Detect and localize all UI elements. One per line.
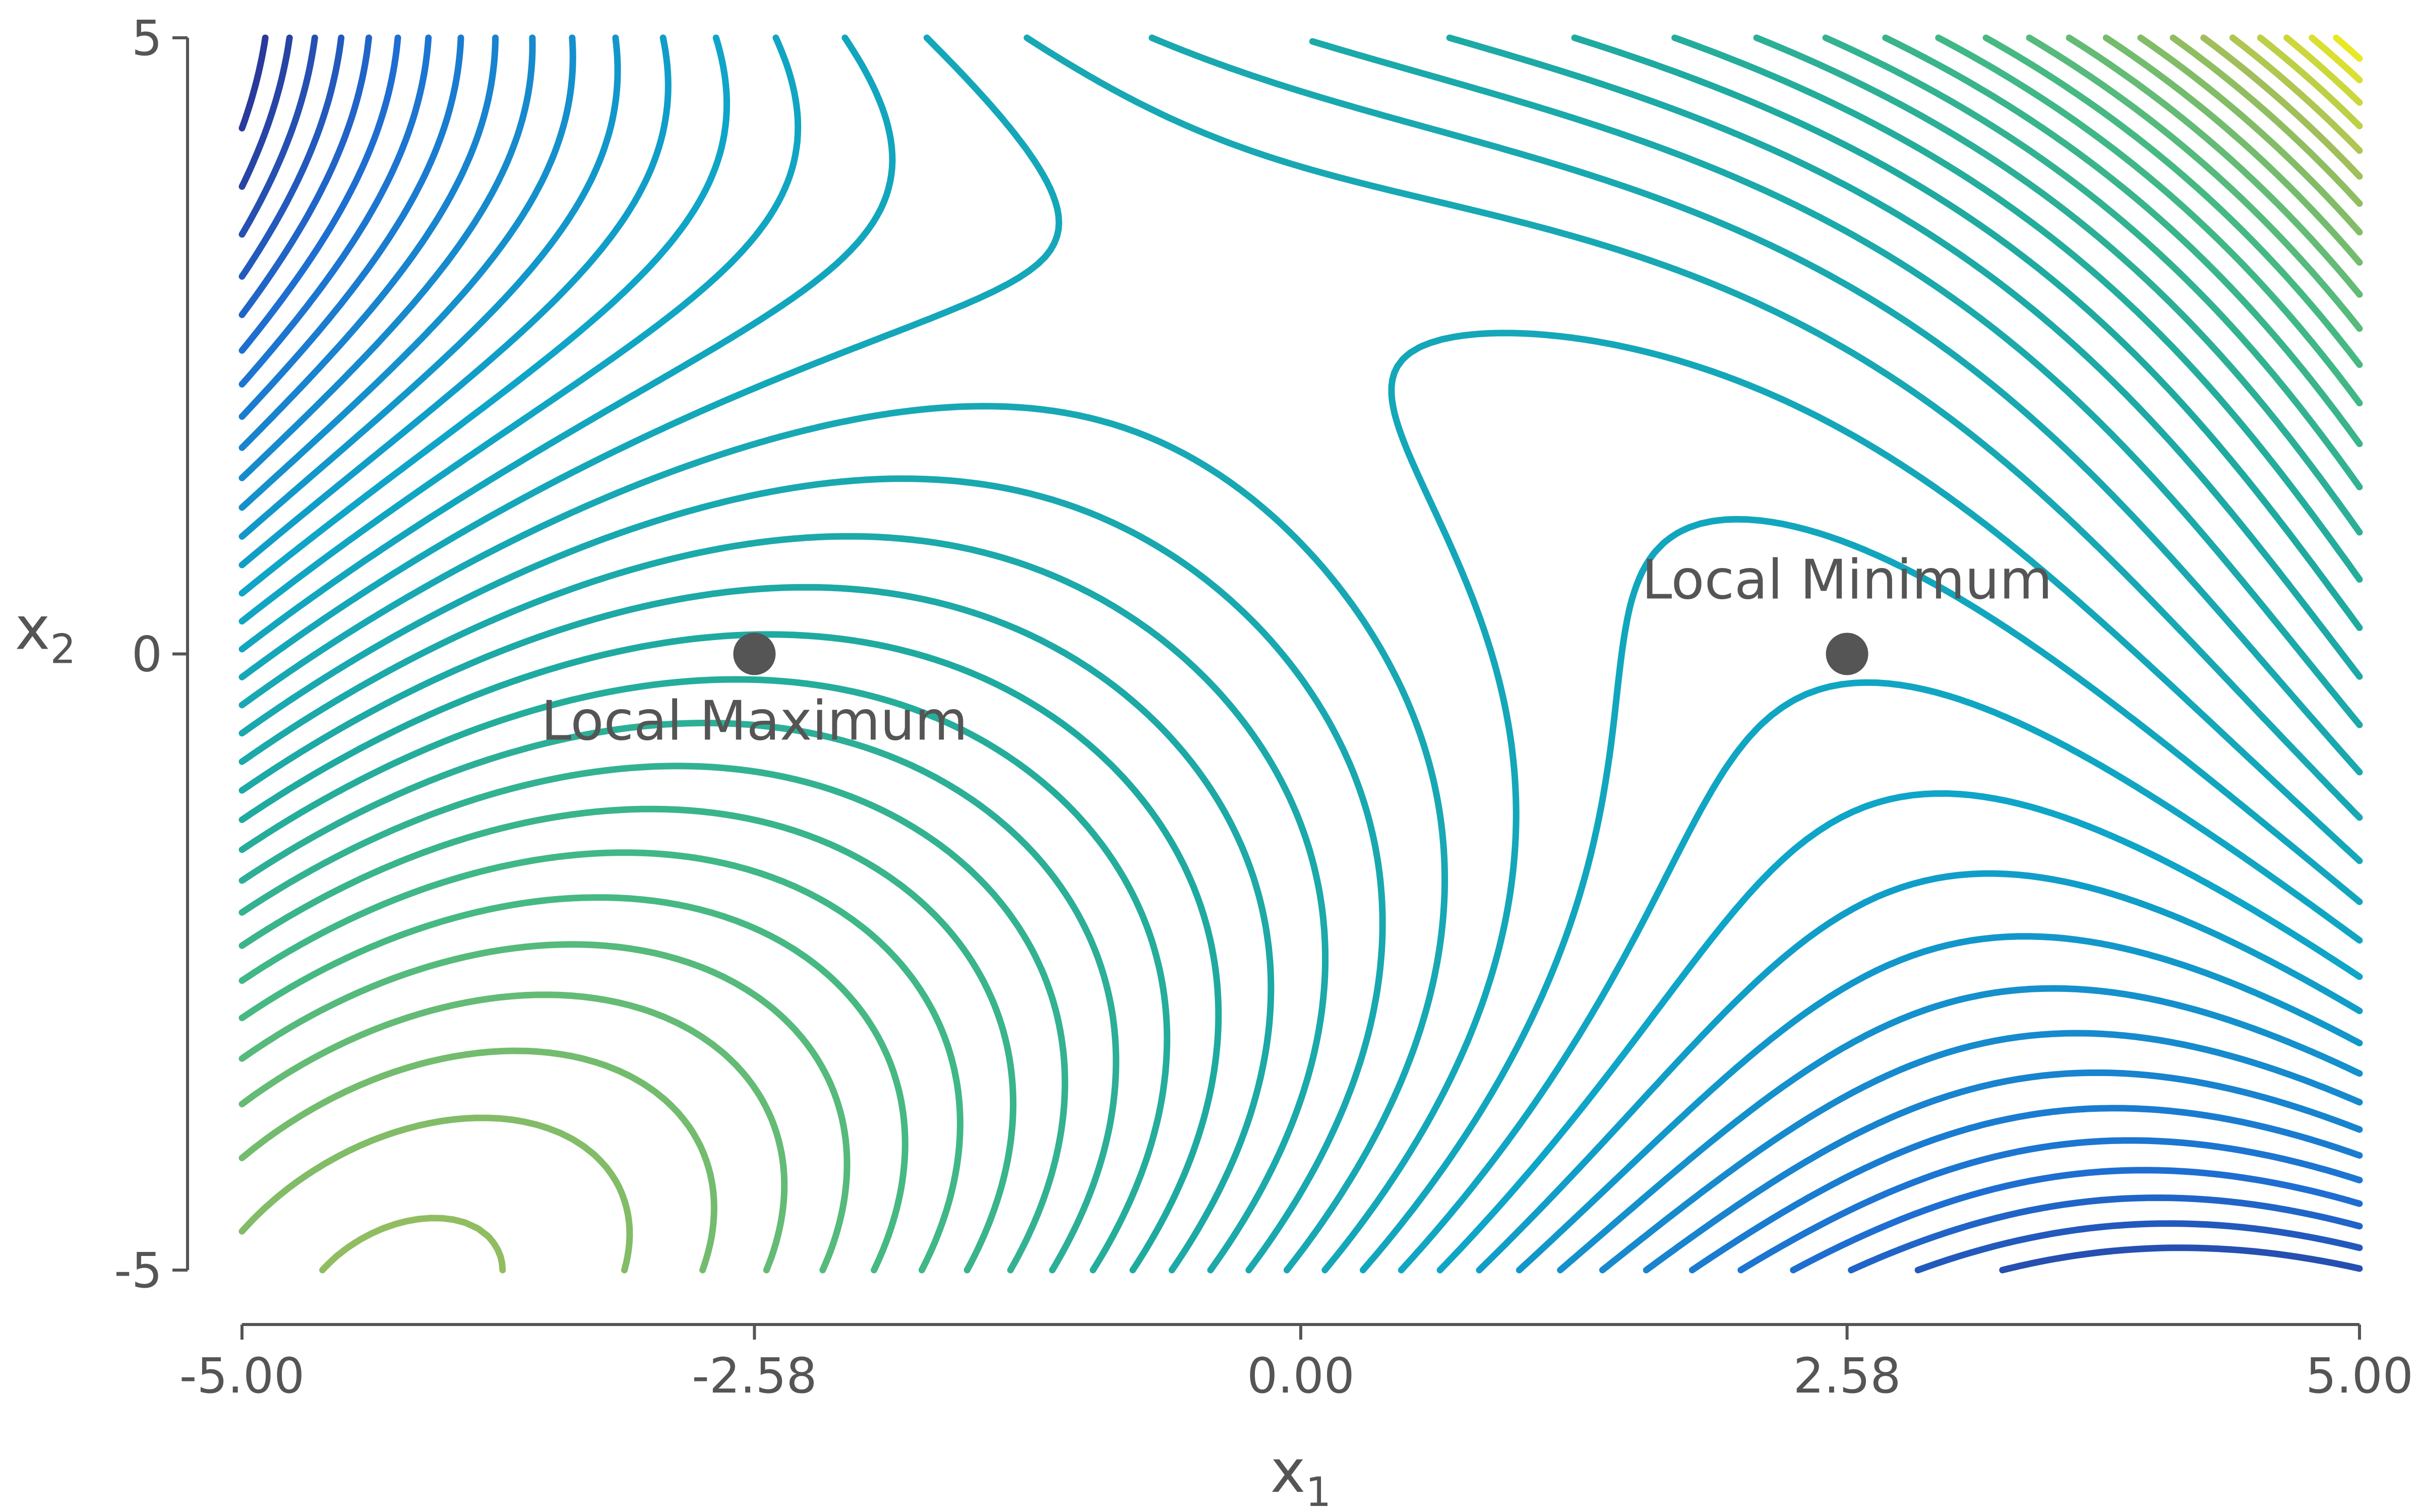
- contour-line: [238, 34, 2363, 1274]
- contour-line: [238, 34, 2363, 1274]
- contour-line: [238, 34, 2363, 1274]
- contour-line: [238, 34, 2363, 1274]
- contour-line: [238, 34, 2363, 1274]
- contour-line: [238, 34, 2363, 1274]
- contour-line: [238, 34, 2363, 1274]
- y-axis-ticks: -5 0 5: [114, 10, 188, 1299]
- contour-line: [238, 34, 2363, 1274]
- contour-line: [2309, 34, 2363, 84]
- contour-line: [238, 34, 2363, 1274]
- contour-line: [238, 34, 2363, 1274]
- x-tick-label: -2.58: [692, 1348, 817, 1404]
- x-axis-label: x1: [1270, 1436, 1332, 1512]
- contour-line: [238, 34, 2363, 1274]
- x-tick-label: 5.00: [2306, 1348, 2413, 1404]
- contour-line: [238, 34, 269, 132]
- contour-line: [238, 34, 2363, 1274]
- contour-line: [238, 34, 2363, 1274]
- y-tick-label: -5: [114, 1242, 162, 1299]
- x-axis-ticks: -5.00 -2.58 0.00 2.58 5.00: [179, 1325, 2413, 1404]
- contour-line: [238, 34, 2363, 1274]
- contour-line: [238, 34, 2363, 1274]
- contour-line: [2333, 34, 2363, 62]
- critical-point-label: Local Maximum: [541, 690, 967, 753]
- contour-line: [238, 34, 293, 190]
- contour-line: [238, 34, 2363, 1274]
- critical-point-label: Local Minimum: [1642, 549, 2052, 612]
- x-tick-label: 2.58: [1793, 1348, 1901, 1404]
- contour-line: [238, 34, 2363, 1274]
- y-axis-label: x2: [15, 594, 76, 673]
- contour-line: [2283, 34, 2363, 106]
- contour-lines: [238, 34, 2363, 1274]
- contour-line: [238, 34, 2363, 1274]
- contour-line: [238, 34, 2363, 1274]
- contour-line: [238, 34, 2363, 1274]
- y-tick-label: 0: [132, 626, 162, 683]
- contour-line: [238, 34, 2363, 1274]
- contour-line: [238, 34, 2363, 1274]
- y-tick-label: 5: [132, 10, 162, 67]
- contour-line: [319, 34, 2363, 1274]
- contour-line: [2200, 34, 2363, 180]
- critical-points: Local Maximum Local Minimum: [541, 549, 2052, 753]
- contour-line: [238, 34, 2363, 1274]
- contour-line: [2229, 34, 2363, 154]
- x-tick-label: -5.00: [179, 1348, 305, 1404]
- axes: -5.00 -2.58 0.00 2.58 5.00 -5 0 5 x1 x2: [15, 10, 2413, 1512]
- contour-line: [238, 34, 2363, 1274]
- critical-point-marker: [733, 633, 776, 675]
- contour-line: [2257, 34, 2363, 130]
- contour-line: [238, 34, 2363, 1274]
- critical-point-marker: [1826, 633, 1868, 675]
- contour-line: [238, 34, 2363, 1274]
- contour-line: [238, 34, 2363, 1274]
- x-tick-label: 0.00: [1247, 1348, 1355, 1404]
- contour-line: [238, 34, 2363, 1274]
- contour-line: [238, 38, 2363, 1274]
